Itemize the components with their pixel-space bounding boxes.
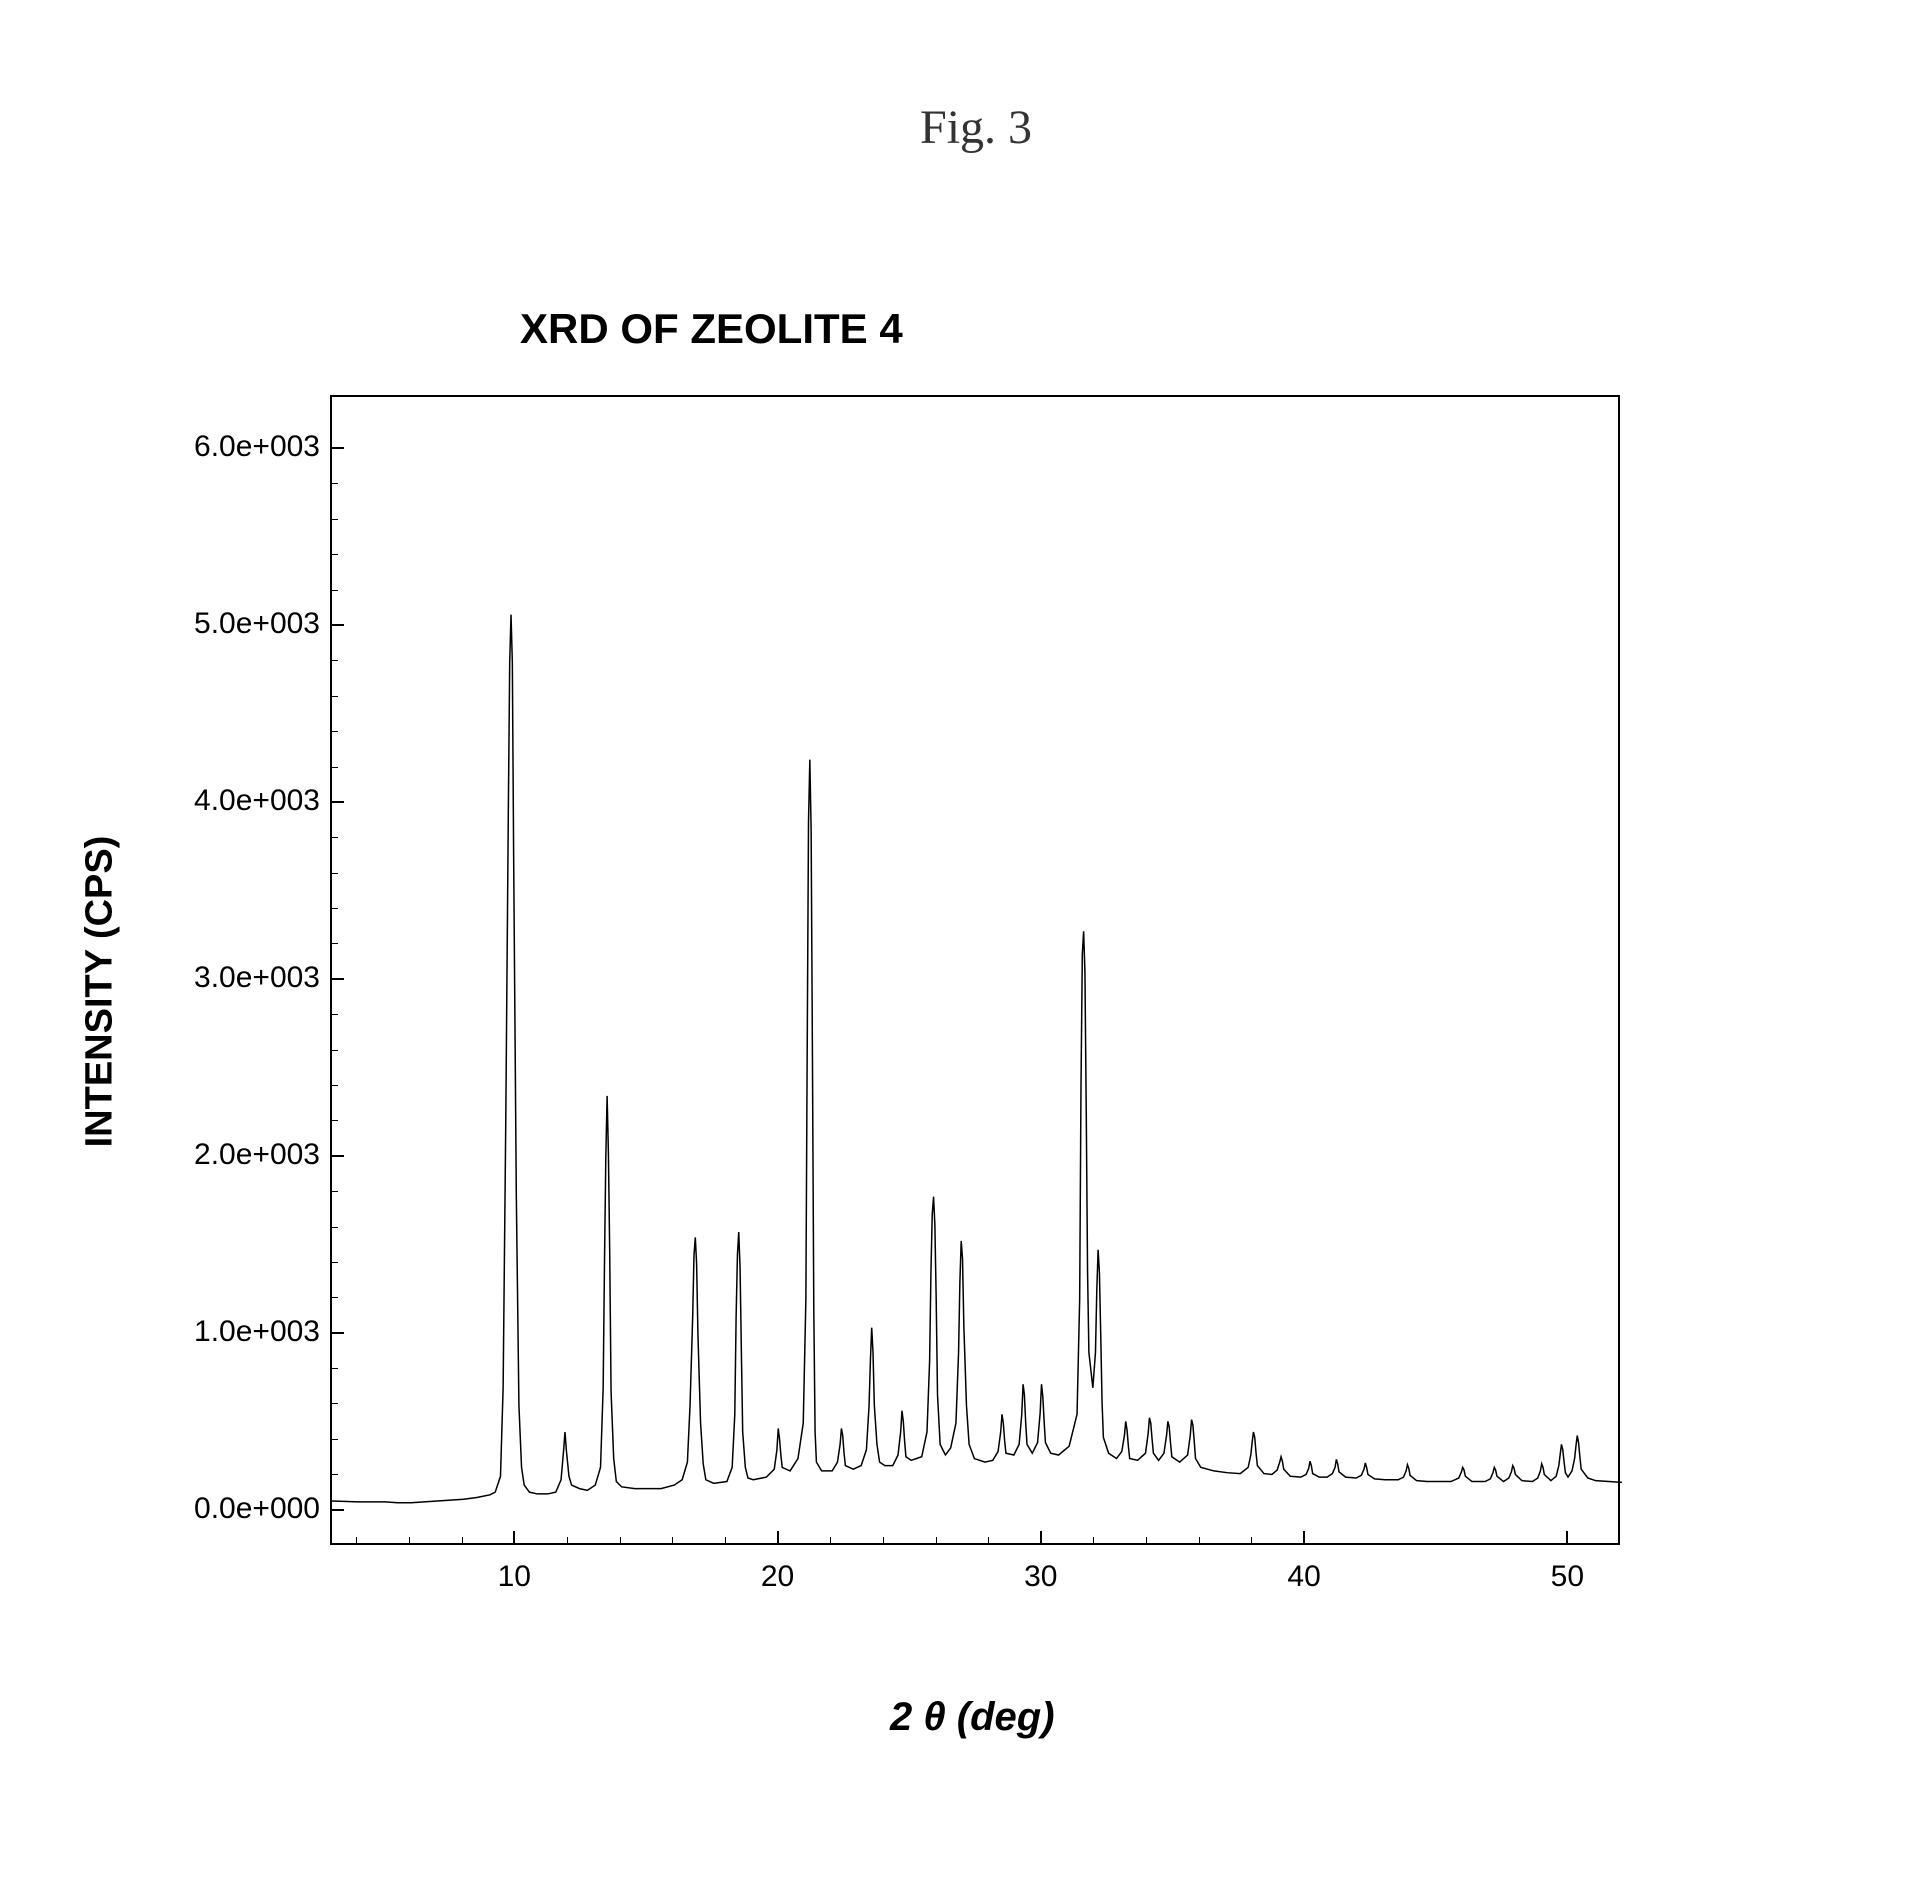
y-tick-major (330, 447, 344, 449)
y-tick-label: 6.0e+003 (180, 430, 320, 464)
x-tick-minor (1146, 1537, 1147, 1545)
y-tick-minor (330, 767, 338, 768)
y-tick-minor (330, 1014, 338, 1015)
y-tick-minor (330, 590, 338, 591)
x-tick-minor (1199, 1537, 1200, 1545)
x-tick-minor (883, 1537, 884, 1545)
y-tick-minor (330, 908, 338, 909)
x-tick-label: 40 (1279, 1560, 1329, 1594)
x-tick-label: 10 (489, 1560, 539, 1594)
x-tick-label: 20 (753, 1560, 803, 1594)
xrd-line-chart (332, 397, 1622, 1547)
y-axis-label: INTENSITY (CPS) (79, 836, 122, 1148)
y-tick-minor (330, 660, 338, 661)
x-tick-minor (462, 1537, 463, 1545)
x-tick-minor (725, 1537, 726, 1545)
chart-title: XRD OF ZEOLITE 4 (520, 305, 903, 353)
y-tick-major (330, 1155, 344, 1157)
x-tick-major (513, 1531, 515, 1545)
x-tick-minor (567, 1537, 568, 1545)
x-tick-minor (672, 1537, 673, 1545)
x-tick-label: 50 (1542, 1560, 1592, 1594)
x-tick-minor (1251, 1537, 1252, 1545)
y-tick-minor (330, 1403, 338, 1404)
x-tick-minor (1093, 1537, 1094, 1545)
y-tick-minor (330, 1191, 338, 1192)
y-tick-major (330, 801, 344, 803)
y-tick-label: 4.0e+003 (180, 784, 320, 818)
y-tick-minor (330, 731, 338, 732)
x-tick-minor (830, 1537, 831, 1545)
x-tick-major (777, 1531, 779, 1545)
y-tick-minor (330, 519, 338, 520)
y-tick-major (330, 1332, 344, 1334)
figure-container: Fig. 3 XRD OF ZEOLITE 4 INTENSITY (CPS) … (0, 0, 1930, 1900)
x-tick-minor (988, 1537, 989, 1545)
x-tick-minor (356, 1537, 357, 1545)
y-tick-major (330, 624, 344, 626)
x-tick-minor (620, 1537, 621, 1545)
y-tick-minor (330, 483, 338, 484)
y-tick-minor (330, 837, 338, 838)
x-tick-label: 30 (1016, 1560, 1066, 1594)
x-tick-major (1303, 1531, 1305, 1545)
x-axis-label: 2 θ (deg) (890, 1695, 1055, 1740)
y-tick-minor (330, 873, 338, 874)
y-tick-label: 5.0e+003 (180, 607, 320, 641)
y-tick-label: 1.0e+003 (180, 1315, 320, 1349)
y-tick-minor (330, 1227, 338, 1228)
y-tick-major (330, 978, 344, 980)
y-tick-minor (330, 1474, 338, 1475)
y-tick-minor (330, 696, 338, 697)
y-tick-minor (330, 1297, 338, 1298)
y-tick-minor (330, 1439, 338, 1440)
y-tick-minor (330, 554, 338, 555)
y-tick-minor (330, 1262, 338, 1263)
y-tick-minor (330, 1368, 338, 1369)
y-tick-major (330, 1509, 344, 1511)
x-tick-minor (936, 1537, 937, 1545)
x-tick-major (1040, 1531, 1042, 1545)
y-tick-label: 2.0e+003 (180, 1138, 320, 1172)
y-tick-minor (330, 1085, 338, 1086)
x-tick-major (1566, 1531, 1568, 1545)
figure-label: Fig. 3 (920, 100, 1032, 155)
y-tick-label: 3.0e+003 (180, 961, 320, 995)
x-tick-minor (409, 1537, 410, 1545)
xrd-data-line (332, 615, 1622, 1503)
y-tick-minor (330, 943, 338, 944)
plot-area (330, 395, 1620, 1545)
y-tick-minor (330, 1120, 338, 1121)
y-tick-minor (330, 1050, 338, 1051)
y-tick-label: 0.0e+000 (180, 1492, 320, 1526)
